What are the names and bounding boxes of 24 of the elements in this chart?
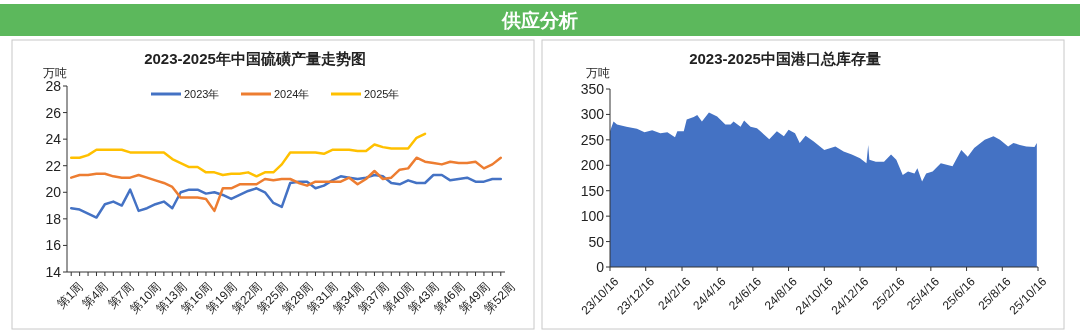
legend-label: 2025年 [364, 88, 400, 100]
y-axis-title: 万吨 [43, 66, 67, 80]
y-tick-label: 300 [580, 106, 605, 123]
y-tick-label: 20 [45, 184, 62, 201]
banner: 供应分析 [0, 4, 1080, 36]
legend-label: 2023年 [184, 88, 220, 100]
y-tick-label: 0 [596, 259, 605, 275]
y-tick-label: 100 [580, 208, 605, 225]
y-tick-label: 22 [45, 157, 62, 174]
y-tick-label: 28 [45, 78, 62, 94]
y-tick-label: 16 [45, 237, 62, 254]
y-tick-label: 150 [580, 182, 605, 199]
y-tick-label: 50 [588, 233, 605, 250]
chart-title: 2023-2025年中国硫磺产量走势图 [144, 50, 366, 67]
y-tick-label: 18 [45, 210, 62, 227]
y-tick-label: 24 [45, 131, 62, 148]
y-tick-label: 14 [45, 264, 62, 280]
legend-label: 2024年 [274, 88, 310, 100]
y-tick-label: 250 [580, 131, 605, 148]
y-axis-title: 万吨 [586, 66, 610, 80]
chart-title: 2023-2025中国港口总库存量 [689, 50, 881, 67]
y-tick-label: 26 [45, 104, 62, 121]
y-tick-label: 200 [580, 157, 605, 174]
y-tick-label: 350 [580, 81, 605, 97]
